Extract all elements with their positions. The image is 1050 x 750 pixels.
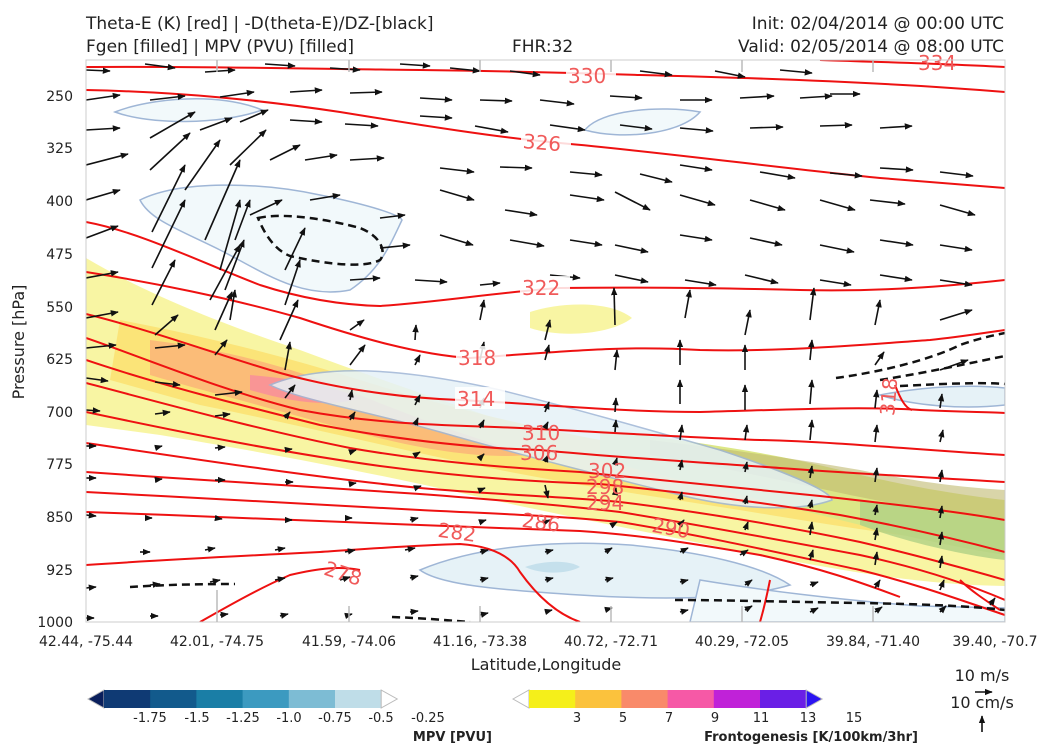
contour-label-326: 326 (522, 129, 562, 156)
y-tick-625: 625 (46, 352, 73, 368)
fgen-label-7: 15 (846, 711, 863, 726)
mpv-label-4: -1.0 (276, 711, 301, 726)
x-tick-2: 42.01, -74.75 (170, 634, 264, 650)
contour-label-306: 306 (520, 441, 558, 465)
x-axis-label: Latitude,Longitude (471, 655, 622, 674)
vector-reference: 10 m/s 10 cm/s (950, 666, 1014, 732)
y-tick-550: 550 (46, 300, 73, 316)
fgen-colorbar-swatch (575, 690, 622, 708)
y-tick-925: 925 (46, 563, 73, 579)
fgen-label-2: 5 (619, 711, 627, 726)
fgen-label-4: 9 (711, 711, 719, 726)
x-tick-5: 40.72, -72.71 (564, 634, 658, 650)
contour-label-330: 330 (568, 64, 606, 88)
y-tick-325: 325 (46, 141, 73, 157)
contour-label-314: 314 (457, 387, 495, 411)
frontogenesis-colorbar (511, 689, 824, 709)
y-tick-475: 475 (46, 247, 73, 263)
mpv-colorbar-swatch (196, 690, 244, 708)
y-tick-400: 400 (46, 194, 73, 210)
forecast-hour: FHR:32 (512, 37, 574, 57)
x-tick-7: 39.84, -71.40 (826, 634, 920, 650)
init-time: Init: 02/04/2014 @ 00:00 UTC (751, 14, 1004, 34)
mpv-colorbar-swatch (335, 690, 382, 708)
contour-label-282: 282 (436, 518, 477, 547)
mpv-label-5: -0.75 (318, 711, 352, 726)
fgen-label-3: 7 (665, 711, 673, 726)
y-axis-label: Pressure [hPa] (9, 285, 28, 400)
title-left-2: Fgen [filled] | MPV (PVU) [filled] (86, 37, 355, 57)
mpv-label-3: -1.25 (226, 711, 260, 726)
mpv-label-7: -0.25 (411, 711, 445, 726)
mpv-colorbar-swatch (288, 690, 336, 708)
fgen-colorbar-title: Frontogenesis [K/100km/3hr] (704, 730, 918, 745)
plot-frame (85, 59, 1006, 623)
x-axis: 42.44, -75.44 42.01, -74.75 41.59, -74.0… (39, 634, 1038, 650)
title-left-1: Theta-E (K) [red] | -D(theta-E)/DZ-[blac… (86, 14, 434, 34)
mpv-colorbar-swatch (150, 690, 197, 708)
mpv-colorbar-extend-low (86, 689, 105, 709)
x-gridmarks (216, 60, 874, 622)
x-tick-8: 39.40, -70.7 (952, 634, 1037, 650)
contour-label-302: 302 (588, 459, 626, 483)
y-tick-700: 700 (46, 405, 73, 421)
fgen-colorbar-swatch (529, 690, 576, 708)
contour-label-322: 322 (522, 276, 560, 300)
fgen-colorbar-swatch (667, 690, 715, 708)
mpv-colorbar-labels: -1.75 -1.5 -1.25 -1.0 -0.75 -0.5 -0.25 (133, 711, 445, 726)
mpv-colorbar-extend-high (380, 689, 399, 709)
contour-label-334: 334 (918, 51, 956, 75)
fgen-colorbar-extend-high (805, 689, 824, 709)
x-tick-3: 41.59, -74.06 (302, 634, 396, 650)
x-tick-4: 41.16, -73.38 (433, 634, 527, 650)
fgen-label-6: 13 (800, 711, 817, 726)
fgen-label-5: 11 (753, 711, 770, 726)
mpv-label-6: -0.5 (368, 711, 393, 726)
fgen-colorbar-extend-low (511, 689, 530, 709)
contour-label-294: 294 (586, 491, 624, 515)
vector-ref-vertical: 10 cm/s (950, 693, 1014, 712)
fgen-colorbar-swatch (713, 690, 761, 708)
x-tick-1: 42.44, -75.44 (39, 634, 133, 650)
y-tick-250: 250 (46, 89, 73, 105)
mpv-colorbar (86, 689, 399, 709)
contour-label-318: 318 (458, 346, 496, 370)
mpv-colorbar-swatch (104, 690, 151, 708)
fgen-colorbar-swatch (760, 690, 807, 708)
y-tick-850: 850 (46, 510, 73, 526)
vector-ref-horizontal: 10 m/s (955, 666, 1010, 685)
contour-label-298: 298 (586, 475, 624, 499)
contour-label-310: 310 (522, 421, 560, 445)
fgen-label-1: 3 (573, 711, 581, 726)
mpv-colorbar-swatch (242, 690, 290, 708)
wind-vectors (86, 62, 996, 622)
contour-label-318-right: 318 (875, 377, 902, 417)
plot-area (86, 60, 1005, 622)
mpv-colorbar-title: MPV [PVU] (413, 730, 492, 745)
x-tick-6: 40.29, -72.05 (695, 634, 789, 650)
fgen-colorbar-labels: 3 5 7 9 11 13 15 (573, 711, 862, 726)
fgen-colorbar-swatch (621, 690, 669, 708)
valid-time: Valid: 02/05/2014 @ 08:00 UTC (738, 37, 1004, 57)
y-tick-1000: 1000 (37, 615, 73, 631)
mpv-label-1: -1.75 (133, 711, 167, 726)
contour-label-286: 286 (520, 508, 561, 537)
y-tick-775: 775 (46, 457, 73, 473)
y-axis: 250 325 400 475 550 625 700 775 850 925 … (37, 89, 73, 631)
mpv-label-2: -1.5 (184, 711, 209, 726)
